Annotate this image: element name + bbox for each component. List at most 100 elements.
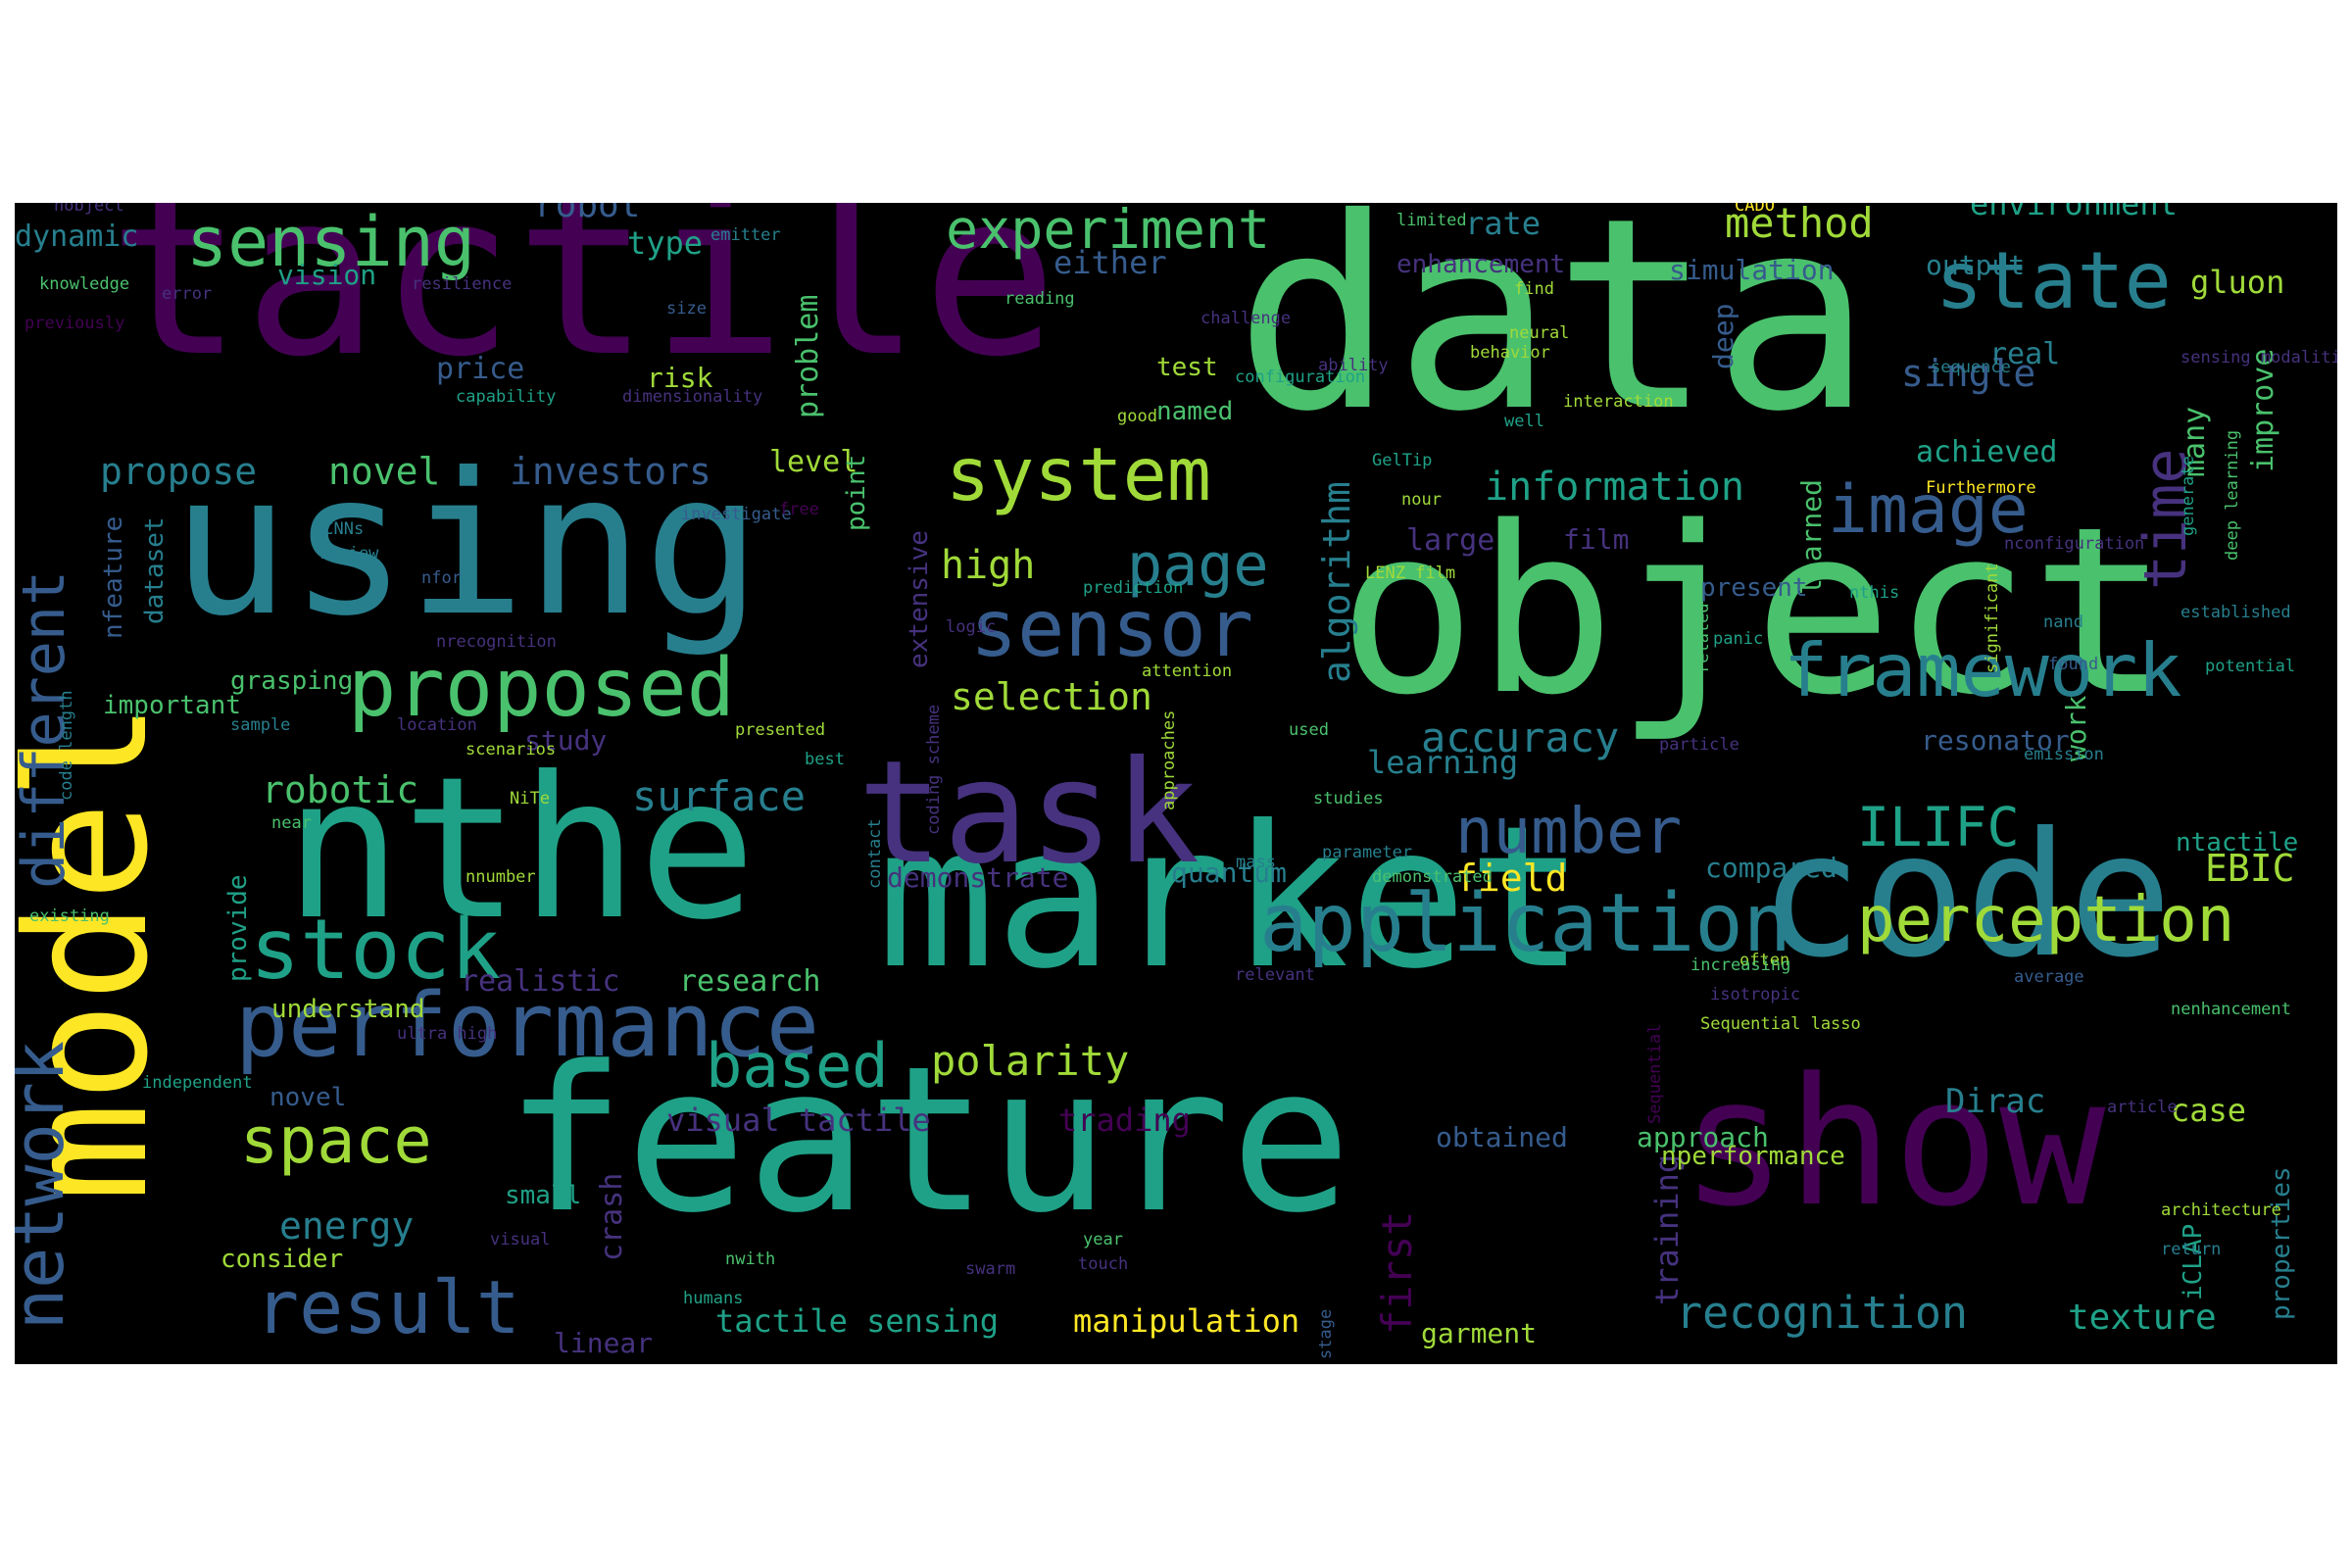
word-174: found <box>2048 655 2099 674</box>
word-187: interaction <box>1563 392 1674 412</box>
word-22: experiment <box>946 203 1271 261</box>
word-42: high <box>941 543 1036 588</box>
word-194: good <box>1117 407 1157 426</box>
word-168: nenhancement <box>2171 1000 2291 1019</box>
word-157: used <box>1289 720 1329 740</box>
word-95: linear <box>554 1327 654 1359</box>
word-177: potential <box>2205 657 2296 676</box>
word-166: increasing <box>1690 956 1791 975</box>
word-71: large <box>1406 523 1495 558</box>
word-0: data <box>1235 203 1873 469</box>
word-151: coding scheme <box>924 704 944 835</box>
word-179: LENZ film <box>1365 564 1456 583</box>
word-32: polarity <box>931 1037 1130 1085</box>
word-167: average <box>2014 967 2084 987</box>
word-69: problem <box>791 294 825 418</box>
word-68: risk <box>647 362 713 394</box>
word-57: visual tactile <box>666 1102 931 1139</box>
word-116: resilience <box>412 274 513 294</box>
word-35: accuracy <box>1421 713 1620 761</box>
word-90: quantum <box>1171 857 1288 889</box>
word-134: presented <box>735 720 826 740</box>
word-38: robotic <box>262 768 419 811</box>
word-170: architecture <box>2161 1200 2281 1220</box>
word-14: system <box>946 431 1211 517</box>
word-86: resonator <box>1921 724 2070 757</box>
word-2: tactile <box>108 203 1058 407</box>
word-52: learning <box>1367 744 1519 781</box>
word-7: feature <box>505 1024 1351 1257</box>
word-129: logic <box>946 617 997 637</box>
word-150: approaches <box>1159 710 1179 810</box>
word-80: test <box>1156 353 1218 382</box>
word-21: image <box>1828 471 2029 549</box>
word-94: garment <box>1421 1317 1538 1349</box>
word-128: prediction <box>1083 578 1184 598</box>
word-48: novel <box>328 450 441 493</box>
word-115: error <box>162 284 213 304</box>
word-75: gluon <box>2190 264 2285 301</box>
word-175: nand <box>2043 612 2083 632</box>
word-130: attention <box>1142 662 1233 681</box>
word-111: iCLAP <box>2179 1223 2208 1300</box>
word-105: dataset <box>140 516 170 624</box>
word-160: panic <box>1713 629 1764 649</box>
word-164: isotropic <box>1710 985 1801 1004</box>
word-178: nthis <box>1849 583 1900 603</box>
word-51: algorithm <box>1315 481 1358 683</box>
word-49: investors <box>510 450 711 493</box>
word-24: network <box>15 1040 79 1330</box>
word-191: find <box>1514 279 1554 299</box>
word-102: grasping <box>230 666 354 696</box>
word-81: named <box>1156 397 1234 426</box>
word-165: often <box>1740 951 1790 970</box>
word-44: tactile sensing <box>715 1302 999 1340</box>
word-8: show <box>1681 1041 2106 1246</box>
word-98: small <box>505 1181 582 1210</box>
word-60: research <box>679 964 821 999</box>
word-138: existing <box>29 906 110 926</box>
word-148: touch <box>1078 1254 1129 1274</box>
word-156: studies <box>1313 789 1384 808</box>
word-64: rate <box>1465 205 1542 242</box>
word-189: CADO <box>1735 203 1775 216</box>
word-144: nwith <box>725 1250 776 1269</box>
word-104: nfeature <box>99 515 128 639</box>
word-43: manipulation <box>1073 1302 1300 1340</box>
word-159: particle <box>1659 735 1740 755</box>
word-163: Sequential lasso <box>1700 1014 1861 1034</box>
word-23: result <box>255 1264 520 1350</box>
word-3: using <box>172 431 762 660</box>
word-181: nconfiguration <box>2004 534 2145 554</box>
word-161: stage <box>1316 1308 1336 1359</box>
word-5: market <box>877 784 1586 1012</box>
word-153: relevant <box>1235 965 1315 985</box>
word-118: size <box>666 299 707 318</box>
word-70: level <box>769 445 858 479</box>
word-176: established <box>2180 603 2291 622</box>
word-124: free <box>779 500 819 519</box>
word-196: nour <box>1401 490 1442 510</box>
word-61: robot <box>534 203 641 225</box>
word-66: vision <box>277 259 377 291</box>
word-19: stock <box>250 902 501 999</box>
word-39: energy <box>279 1204 415 1248</box>
word-55: EBIC <box>2205 847 2295 890</box>
word-28: ILIFC <box>1857 796 2020 858</box>
word-185: sequence <box>1931 358 2011 377</box>
word-103: important <box>103 691 241 720</box>
word-158: related <box>1693 603 1713 673</box>
word-88: compared <box>1705 852 1838 884</box>
word-82: deep <box>1707 303 1740 369</box>
word-136: NiTe <box>510 789 550 808</box>
word-93: training <box>1648 1153 1686 1305</box>
word-36: information <box>1485 465 1744 510</box>
word-100: understand <box>271 995 425 1024</box>
word-135: best <box>805 750 845 769</box>
word-155: demonstrated <box>1372 867 1493 887</box>
word-123: investigate <box>681 505 792 524</box>
word-65: dynamic <box>15 220 139 254</box>
word-41: selection <box>951 675 1152 718</box>
word-59: realistic <box>461 964 620 999</box>
word-139: nnumber <box>466 867 536 887</box>
